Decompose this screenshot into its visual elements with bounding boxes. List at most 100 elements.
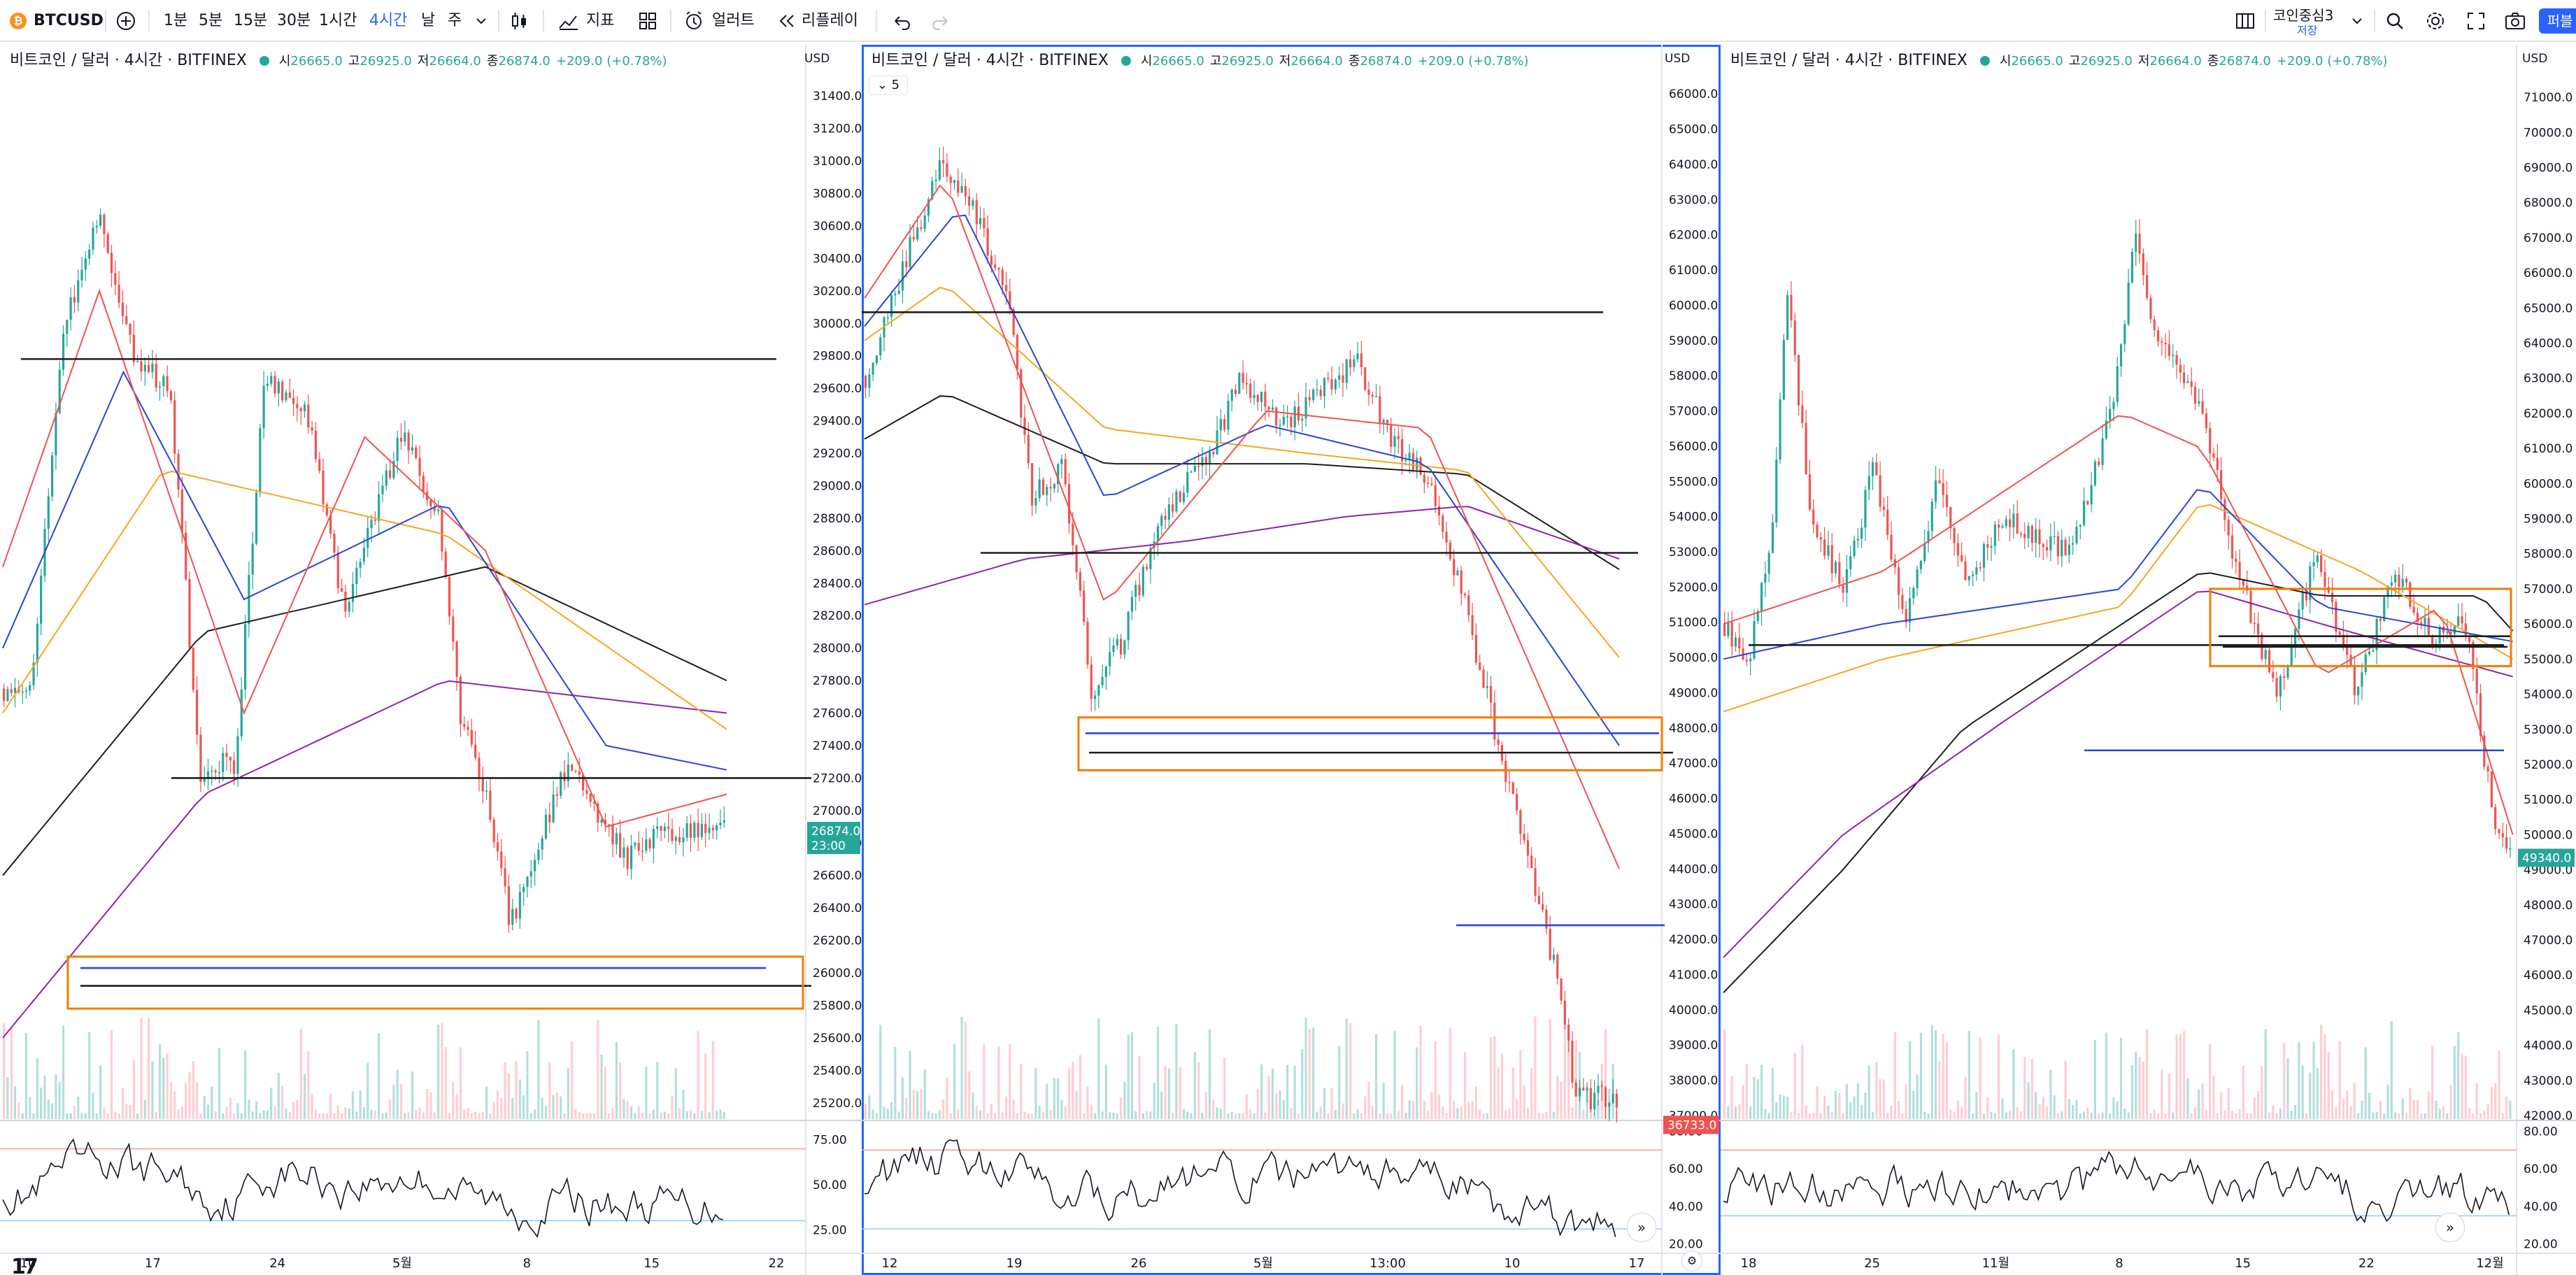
volume-bar — [29, 1097, 31, 1119]
time-tick-label: 19 — [1006, 1256, 1023, 1271]
candle-body — [990, 255, 993, 265]
candle-body — [2449, 631, 2452, 634]
volume-bar — [1416, 1047, 1418, 1119]
volume-bar — [1945, 1043, 1949, 1119]
candle-body — [2383, 597, 2386, 621]
candle-body — [983, 218, 985, 229]
chart-panel-3[interactable]: 71000.0 70000.0 69000.0 68000.0 67000.0 66000… — [1721, 45, 2576, 1275]
redo-icon[interactable] — [930, 10, 953, 32]
candle-body — [1390, 425, 1393, 447]
volume-bar — [1516, 1099, 1518, 1119]
candle-body — [674, 836, 677, 841]
candle-body — [2461, 616, 2463, 624]
chart-panel-2[interactable]: 66000.0 65000.0 64000.0 63000.0 62000.0 61000… — [862, 45, 1721, 1275]
candle-body — [2453, 625, 2456, 634]
publish-button[interactable]: 퍼블 — [2539, 8, 2576, 34]
candle-body — [1504, 760, 1507, 782]
price-tick-label: 65000.0 — [1669, 123, 1718, 137]
chevron-down-icon[interactable] — [470, 10, 492, 32]
candle-body — [1138, 585, 1141, 596]
candle-body — [1742, 648, 1744, 660]
replay-icon[interactable] — [775, 10, 797, 32]
candle-body — [2293, 629, 2297, 647]
volume-bar — [2420, 1113, 2423, 1119]
candle-body — [2346, 645, 2349, 655]
symbol-search-button[interactable]: BTCUSD — [34, 12, 104, 29]
volume-bar — [1497, 1067, 1500, 1119]
rsi-tick-label: 50.00 — [813, 1178, 847, 1192]
volume-bar — [492, 1102, 495, 1119]
alert-button[interactable]: 얼러트 — [712, 12, 755, 29]
volume-bar — [585, 1113, 588, 1119]
interval-15m[interactable]: 15분 — [234, 12, 268, 29]
candle-body — [1360, 353, 1363, 368]
candle-body — [1901, 594, 1904, 609]
candle-body — [2082, 501, 2086, 525]
alert-icon[interactable] — [683, 10, 705, 32]
replay-button[interactable]: 리플레이 — [802, 12, 858, 29]
volume-bar — [1193, 1051, 1196, 1119]
candle-body — [2498, 829, 2500, 834]
interval-1m[interactable]: 1분 — [164, 12, 188, 29]
axis-currency-label[interactable]: USD — [804, 52, 830, 66]
gear-icon[interactable] — [2424, 10, 2447, 32]
candle-body — [1523, 834, 1525, 841]
volume-bar — [2230, 1111, 2234, 1119]
interval-5m[interactable]: 5분 — [199, 12, 223, 29]
interval-4h[interactable]: 4시간 — [369, 12, 408, 29]
candle-body — [29, 685, 31, 691]
candle-body — [496, 842, 499, 852]
volume-bar — [281, 1086, 284, 1119]
interval-week[interactable]: 주 — [448, 12, 462, 29]
chevron-down-icon[interactable] — [2346, 10, 2368, 32]
candle-body — [1123, 640, 1126, 655]
chart-canvas[interactable]: 71000.0 70000.0 69000.0 68000.0 67000.0 66000… — [1721, 45, 2576, 1275]
interval-30m[interactable]: 30분 — [277, 12, 311, 29]
tradingview-logo[interactable]: 17 — [11, 1255, 38, 1275]
candle-body — [1905, 608, 1907, 623]
candle-body — [678, 836, 681, 843]
volume-bar — [2175, 1034, 2178, 1119]
fullscreen-icon[interactable] — [2465, 10, 2487, 32]
scroll-to-realtime-button[interactable]: » — [2435, 1213, 2465, 1242]
candle-body — [66, 320, 69, 334]
volume-bar — [2253, 1097, 2256, 1119]
volume-bar — [685, 1111, 688, 1119]
candle-body — [875, 355, 878, 363]
candle-body — [2027, 525, 2030, 539]
candle-body — [1112, 645, 1115, 653]
scroll-to-realtime-button[interactable]: » — [1627, 1213, 1656, 1242]
chart-panel-1[interactable]: 31400.0 31200.0 31000.0 30800.0 30600.0 30400… — [0, 45, 862, 1275]
axis-currency-label[interactable]: USD — [2522, 52, 2548, 66]
candle-body — [1586, 1088, 1588, 1091]
search-icon[interactable] — [2384, 10, 2406, 32]
indicators-button[interactable]: 지표 — [586, 12, 615, 29]
chart-canvas[interactable]: 31400.0 31200.0 31000.0 30800.0 30600.0 30400… — [0, 45, 862, 1275]
candle-body — [1282, 416, 1285, 425]
layout-name[interactable]: 코인중심3 — [2273, 7, 2334, 24]
candle-body — [534, 860, 536, 871]
compare-plus-icon[interactable] — [115, 10, 137, 32]
settings-icon[interactable]: ⚙ — [1681, 1251, 1702, 1272]
camera-icon[interactable] — [2504, 10, 2526, 32]
volume-bar — [2186, 1078, 2189, 1119]
layout-icon[interactable] — [2234, 10, 2256, 32]
candle-body — [1745, 660, 1748, 662]
templates-icon[interactable] — [636, 10, 659, 32]
volume-bar — [1545, 1112, 1548, 1119]
indicators-icon[interactable] — [557, 10, 579, 32]
interval-day[interactable]: 날 — [421, 12, 436, 29]
chart-canvas[interactable]: 66000.0 65000.0 64000.0 63000.0 62000.0 61000… — [862, 45, 1721, 1275]
interval-1h[interactable]: 1시간 — [319, 12, 357, 29]
volume-bar — [1556, 1075, 1559, 1119]
volume-bar — [1849, 1102, 1852, 1119]
candle-type-icon[interactable] — [508, 10, 530, 32]
undo-icon[interactable] — [890, 10, 912, 32]
candle-body — [1812, 509, 1815, 525]
volume-bar — [1086, 1086, 1089, 1119]
axis-currency-label[interactable]: USD — [1665, 52, 1691, 66]
collapse-indicators-button[interactable]: ⌄ 5 — [869, 76, 908, 95]
volume-bar — [942, 1099, 945, 1119]
candle-body — [392, 460, 395, 478]
volume-bar — [2049, 1069, 2052, 1119]
